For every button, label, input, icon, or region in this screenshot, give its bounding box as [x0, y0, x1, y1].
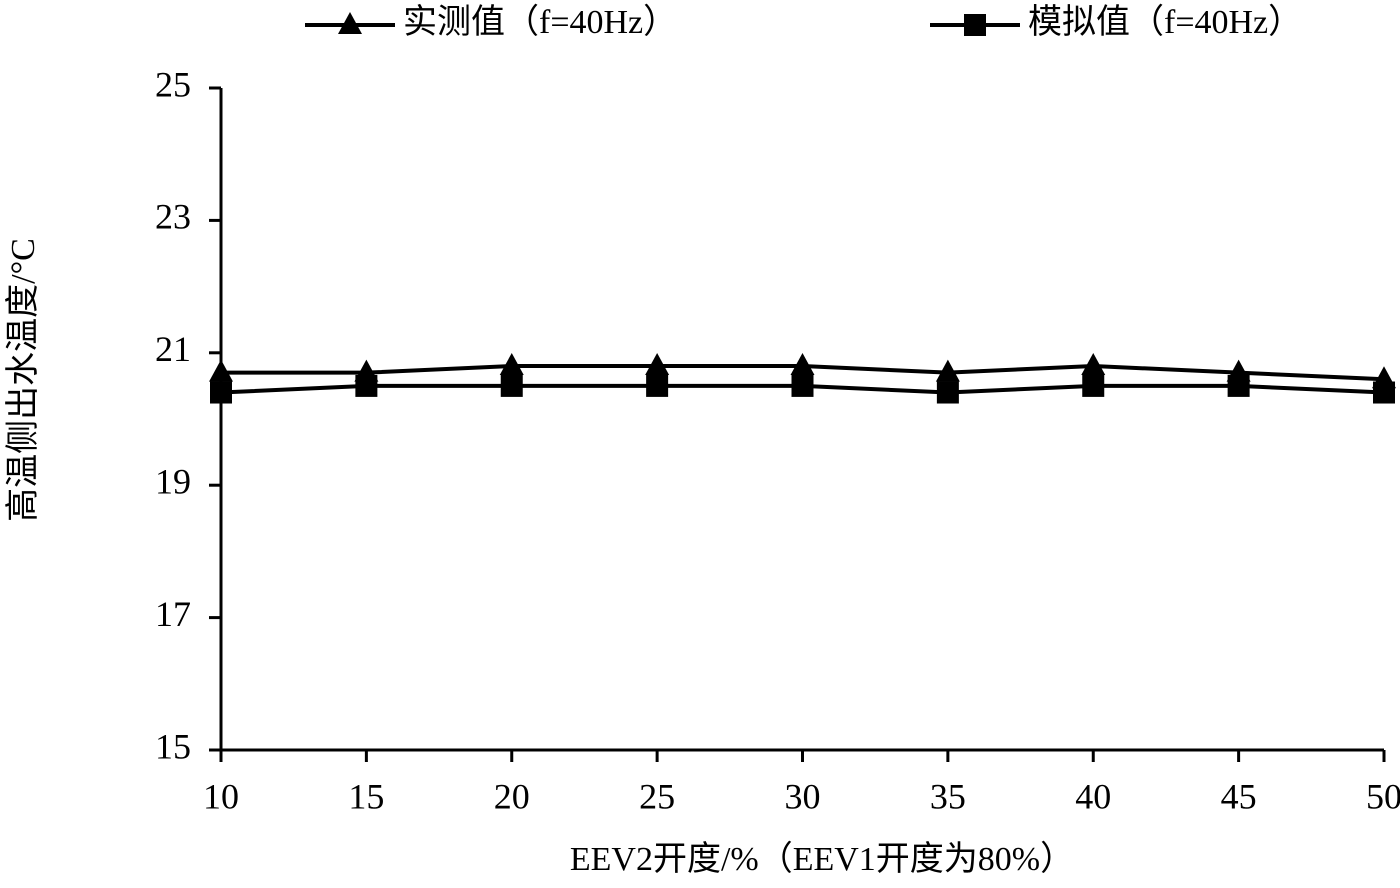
marker-square: [646, 374, 669, 397]
marker-square: [1227, 374, 1250, 397]
marker-square: [210, 381, 232, 404]
x-tick-label: 35: [930, 776, 966, 816]
y-tick-label: 15: [155, 726, 191, 766]
marker-square: [964, 14, 986, 36]
marker-square: [500, 374, 523, 397]
marker-triangle: [499, 353, 524, 376]
x-tick-label: 45: [1221, 776, 1257, 816]
y-tick-label: 19: [155, 461, 191, 501]
x-tick-label: 30: [785, 776, 821, 816]
x-tick-label: 50: [1366, 776, 1400, 816]
marker-square: [1082, 374, 1105, 397]
y-tick-label: 21: [155, 329, 191, 369]
x-tick-label: 25: [639, 776, 675, 816]
y-axis-label: 高温侧出水温度/°C: [4, 238, 42, 522]
marker-square: [355, 374, 378, 397]
marker-square: [1373, 381, 1395, 404]
legend-label: 实测值（f=40Hz）: [403, 3, 677, 41]
marker-square: [936, 381, 959, 404]
x-tick-label: 20: [494, 776, 530, 816]
x-tick-label: 10: [203, 776, 239, 816]
x-tick-label: 40: [1075, 776, 1111, 816]
marker-triangle: [935, 359, 960, 382]
y-tick-label: 17: [155, 594, 191, 634]
y-tick-label: 25: [155, 64, 191, 104]
legend-label: 模拟值（f=40Hz）: [1028, 3, 1302, 41]
y-tick-label: 23: [155, 197, 191, 237]
marker-square: [791, 374, 814, 397]
marker-triangle: [790, 353, 815, 376]
x-tick-label: 15: [348, 776, 384, 816]
marker-triangle: [338, 12, 362, 34]
marker-triangle: [1081, 353, 1106, 376]
marker-triangle: [209, 359, 233, 382]
x-axis-label: EEV2开度/%（EEV1开度为80%）: [570, 840, 1074, 878]
marker-triangle: [645, 353, 670, 376]
